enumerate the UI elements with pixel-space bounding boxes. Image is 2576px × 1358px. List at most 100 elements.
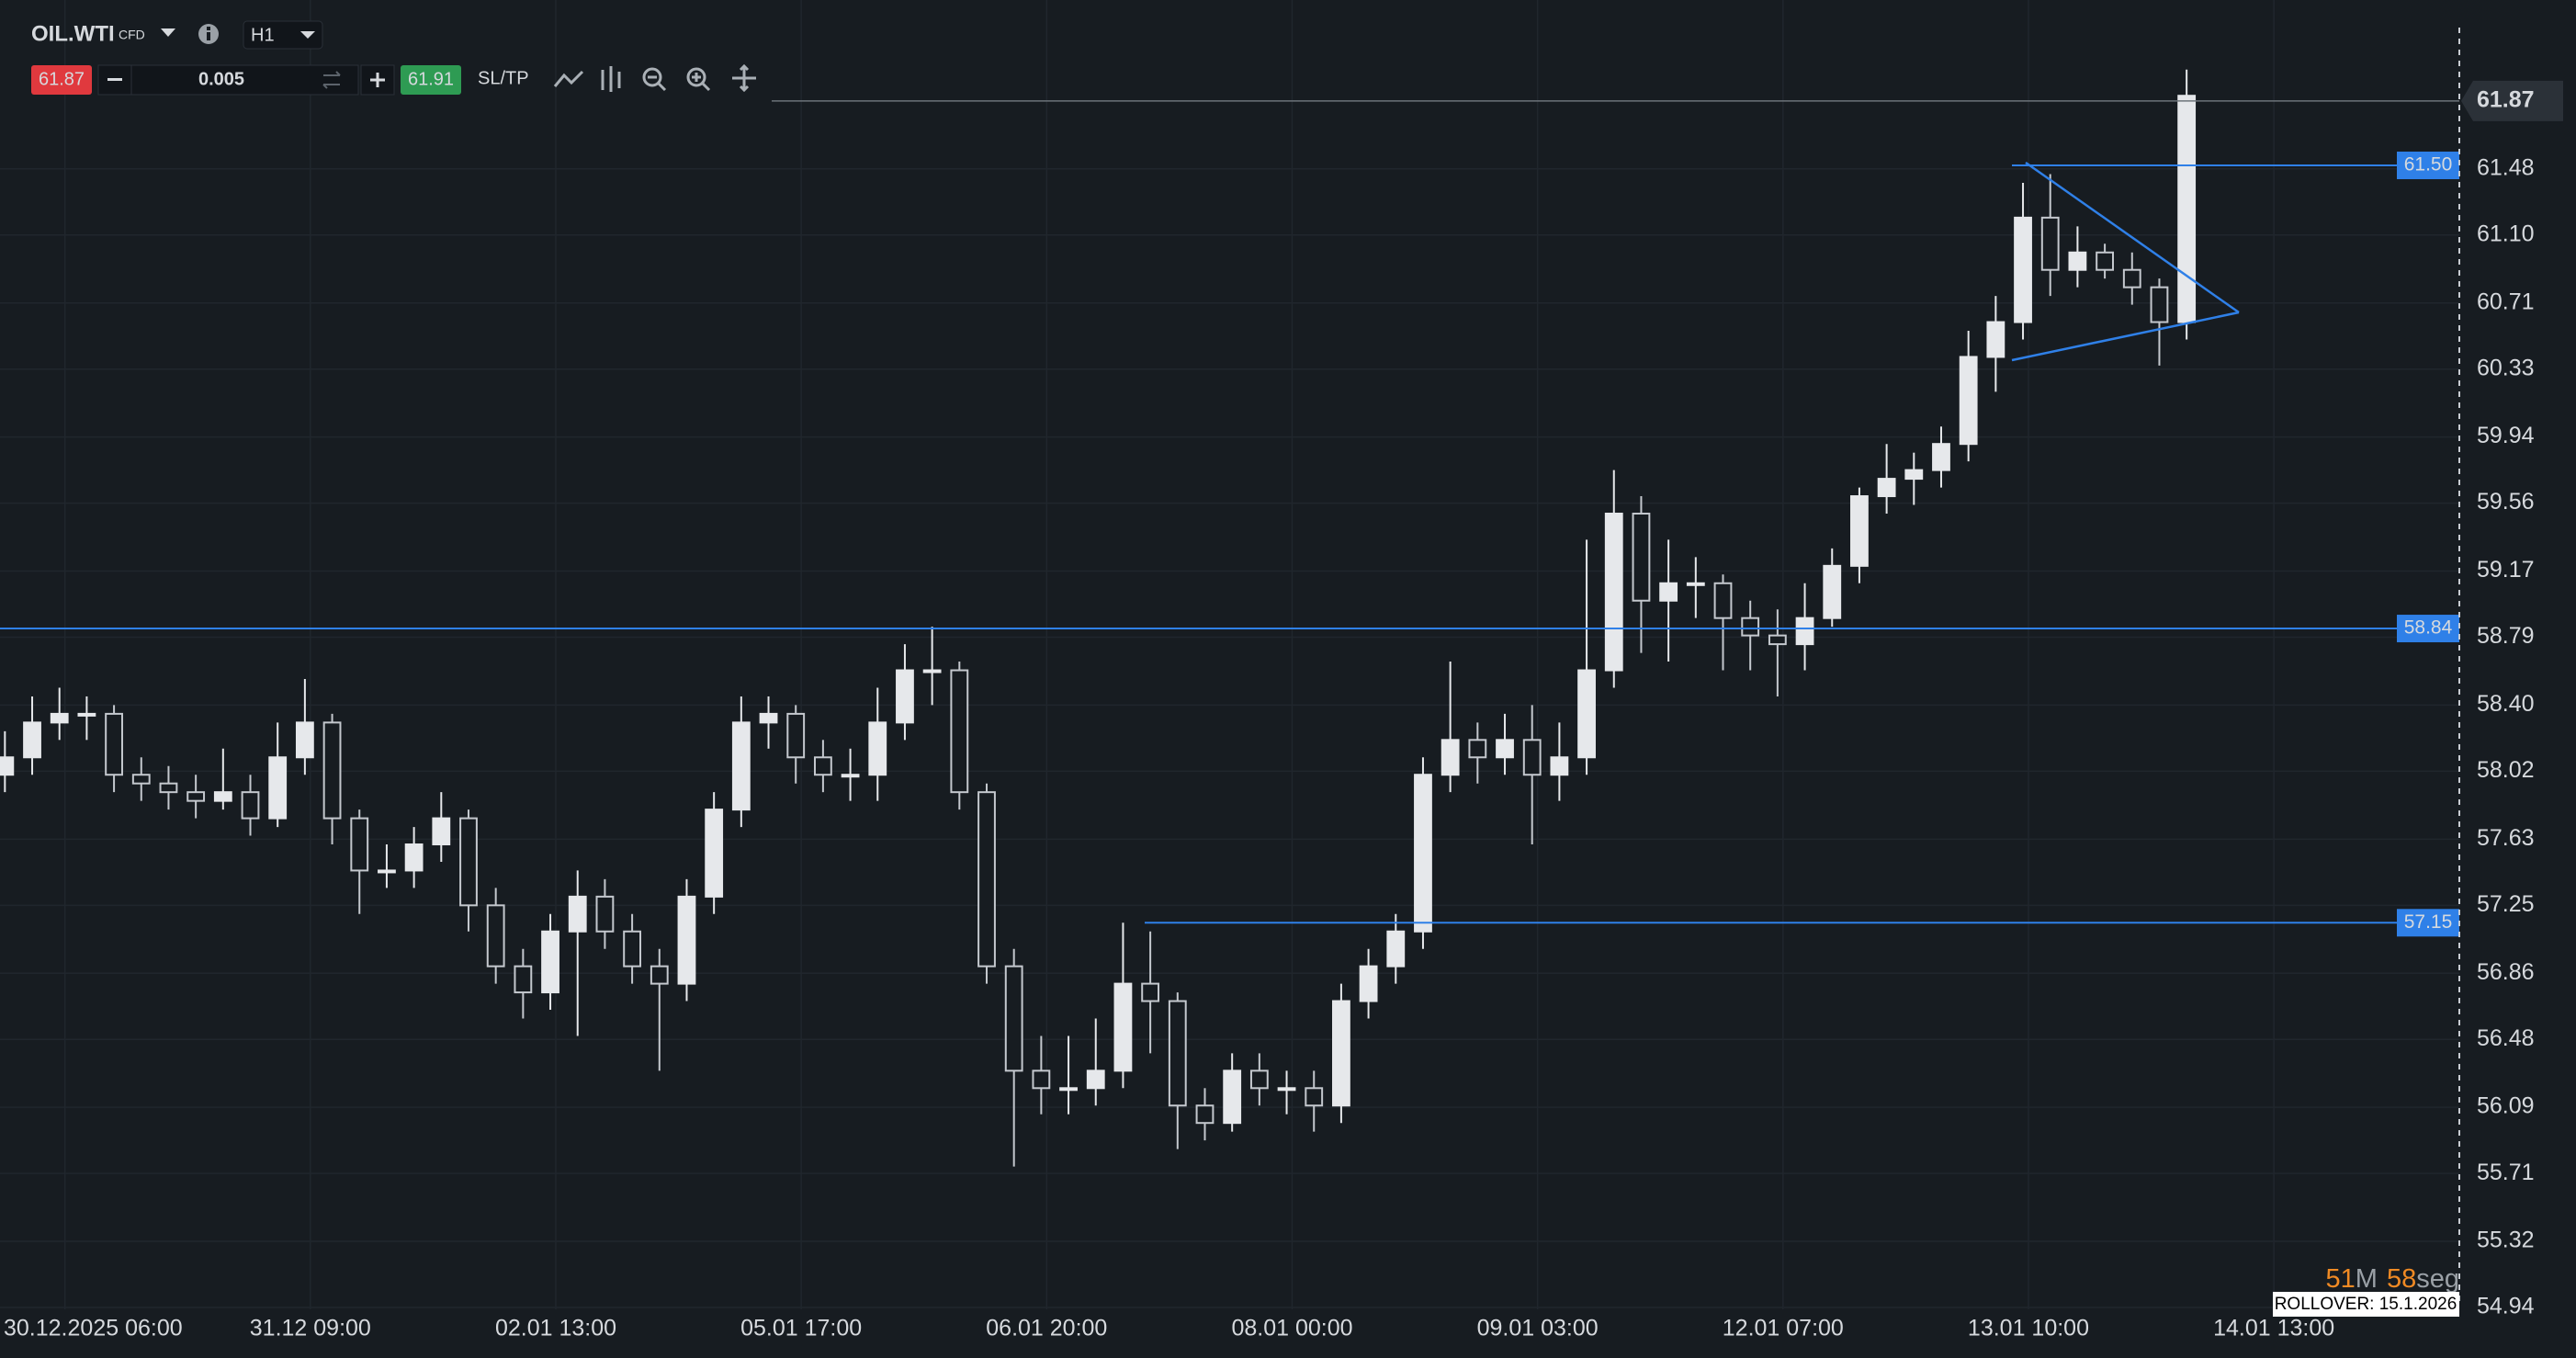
candle-body [1877,478,1896,498]
minus-glyph [107,78,122,81]
level-label: 57.15 [2404,911,2453,933]
y-tick-label: 57.25 [2477,891,2535,917]
y-tick-label: 54.94 [2477,1294,2535,1319]
trend-line [2025,161,2240,314]
info-glyph [207,32,210,40]
candle-body [2040,216,2060,271]
plot: 61.50 58.84 57.15 [0,69,2459,1167]
candle-body [1168,1000,1187,1107]
candle-body [677,895,696,985]
zoom-in-icon[interactable] [686,67,706,87]
candle-chart-icon[interactable] [601,66,621,92]
candle-body [623,930,642,968]
candle-body [1986,321,2005,358]
buy-button[interactable] [401,65,461,95]
seconds: 58 [2387,1264,2416,1294]
candle-body [350,817,369,872]
level-label-box [2397,615,2459,643]
candle-body [950,669,969,794]
x-tick-label: 12.01 07:00 [1723,1316,1844,1341]
candle-body [1086,1069,1105,1090]
y-tick-label: 58.40 [2477,691,2535,717]
candle-body [514,965,533,994]
candle-body [23,721,41,759]
minutes: 51 [2326,1264,2356,1294]
candle-body [1741,617,1760,637]
last-price-label: 61.87 [2477,87,2535,113]
y-tick-label: 56.48 [2477,1025,2535,1051]
candle-body [1659,582,1678,602]
level-label-box [2397,152,2459,180]
candle-body [404,843,424,872]
candle-body [1768,634,1787,646]
volume-input[interactable] [130,64,359,96]
zoom-in-glyph [692,73,711,92]
y-tick-label: 59.94 [2477,423,2535,448]
rollover: ROLLOVER: 15.1.2026 [2275,1295,2457,1314]
candle-body [1414,774,1432,933]
instrument-type: CFD [119,28,145,42]
symbol-dropdown[interactable] [161,28,175,37]
candle-body [2014,216,2032,323]
symbol[interactable]: OIL.WTI [31,21,115,46]
line-chart-icon[interactable] [553,70,584,87]
candle-body [1577,669,1596,759]
x-tick-label: 05.01 17:00 [740,1316,862,1341]
zoom-out-glyph [648,75,667,92]
y-tick-label: 55.71 [2477,1160,2535,1185]
candle-body [1386,930,1406,968]
candle-body [922,669,942,673]
x-tick-label: 31.12 09:00 [250,1316,371,1341]
x-tick-label: 02.01 13:00 [495,1316,616,1341]
candle-body [1550,756,1569,776]
swap-icon[interactable] [322,71,341,89]
timeframe-select[interactable] [243,20,323,50]
candle-body [2177,95,2197,323]
candle-body [2150,286,2169,323]
level-label: 58.84 [2404,617,2453,639]
y-tick-label: 57.63 [2477,825,2535,851]
y-tick-label: 59.56 [2477,489,2535,515]
candle-body [1850,495,1869,567]
candle-body [1713,582,1733,619]
candle-body [1522,739,1542,776]
candle-body [786,712,806,759]
candle-body [650,965,669,985]
candle-body [868,721,887,776]
candle-body [105,712,123,776]
candle-body [568,895,587,933]
candle-body [2096,251,2114,271]
info-glyph [207,27,210,30]
candle-body [50,712,69,724]
countdown: 51M 58seg [2326,1264,2459,1294]
candle-body [1686,582,1705,586]
x-tick-label: 06.01 20:00 [986,1316,1107,1341]
zoom-out-icon[interactable] [642,67,662,87]
x-tick-label: 09.01 03:00 [1477,1316,1599,1341]
candle-body [1632,512,1651,602]
candle-body [1305,1087,1324,1107]
candle-body [77,712,96,717]
candle-body [486,904,505,968]
candle-body [759,712,778,724]
candle-body [1249,1069,1269,1090]
move-icon[interactable] [732,63,756,93]
candle-body [159,782,178,794]
candle-body [1441,739,1460,776]
sell-button[interactable] [31,65,92,95]
candle-body [1195,1104,1215,1125]
candle-body [731,721,751,811]
candle-body [1496,739,1514,759]
last-price-box [2461,80,2563,121]
candle-body [1795,617,1814,646]
sl-tp-button[interactable]: SL/TP [478,68,529,88]
candle-body [1223,1069,1242,1125]
candle-body [896,669,914,724]
x-tick-label: 08.01 00:00 [1231,1316,1352,1341]
candle-body [541,930,559,994]
y-tick-label: 61.10 [2477,221,2535,246]
candle-body [595,895,615,933]
y-tick-label: 61.48 [2477,154,2535,180]
bid-price: 61.87 [39,69,85,89]
candle-body [1004,965,1023,1072]
